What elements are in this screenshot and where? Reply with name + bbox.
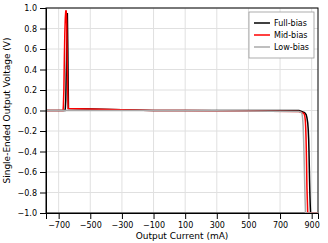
tick: 100	[178, 213, 193, 230]
tick-mark	[59, 213, 60, 219]
tick-label: −500	[80, 221, 102, 230]
tick-label: −1.0	[18, 209, 37, 218]
grid	[46, 8, 318, 213]
x-axis-title: Output Current (mA)	[136, 231, 229, 241]
tick: 300	[210, 213, 225, 230]
grid-line	[46, 192, 318, 193]
legend-item: Mid-bias	[254, 31, 307, 40]
tick-mark	[312, 213, 313, 219]
grid-line	[46, 69, 318, 70]
series-line	[46, 111, 318, 214]
tick: 700	[273, 213, 288, 230]
legend-label: Low-bias	[274, 43, 309, 52]
plot-frame	[46, 8, 318, 213]
y-axis: −1.0 −0.8 −0.6 −0.4 −0.2 0.0 0.2 0.4 0.6 0.8 1.0	[18, 4, 47, 218]
tick: −700	[48, 213, 70, 230]
tick-mark	[280, 213, 281, 219]
tick-label: 0.8	[24, 25, 37, 34]
legend-swatch	[254, 22, 270, 24]
tick-mark	[40, 131, 46, 132]
tick-mark	[122, 213, 123, 219]
tick-mark	[90, 213, 91, 219]
tick: −0.4	[18, 148, 46, 157]
tick-label: −700	[48, 221, 70, 230]
tick-label: −0.4	[18, 148, 37, 157]
y-axis-title: Single-Ended Output Voltage (V)	[2, 37, 12, 183]
tick-mark	[248, 213, 249, 219]
tick-label: 100	[178, 221, 193, 230]
tick: −300	[111, 213, 133, 230]
chart: −700−500−300−100100300500700900−1.0−0.8−…	[0, 0, 328, 243]
tick-mark	[154, 213, 155, 219]
tick: 0.0	[24, 107, 46, 116]
tick-mark	[40, 8, 46, 9]
x-axis: −700 −500 −300 −100 100 300 500 700 900	[47, 213, 320, 230]
tick-label: −100	[143, 221, 165, 230]
legend: Full-bias Mid-bias Low-bias	[249, 12, 314, 58]
grid-line	[46, 90, 318, 91]
tick-mark	[40, 70, 46, 71]
tick-label: −0.8	[18, 189, 37, 198]
tick: 0.2	[24, 86, 46, 95]
tick-label: 0.4	[24, 66, 37, 75]
grid-line	[46, 172, 318, 173]
tick-label: 300	[210, 221, 225, 230]
tick-mark	[40, 90, 46, 91]
legend-label: Full-bias	[274, 19, 307, 28]
series-line	[46, 13, 318, 213]
tick-mark	[40, 29, 46, 30]
tick-label: 900	[305, 221, 320, 230]
axis-line	[40, 9, 47, 214]
lines	[46, 11, 318, 213]
axis-line	[47, 214, 319, 220]
tick-label: 500	[241, 221, 256, 230]
tick: 0.4	[24, 66, 46, 75]
legend-item: Low-bias	[254, 43, 309, 52]
tick-mark	[185, 213, 186, 219]
tick-label: 0.6	[24, 45, 37, 54]
tick-mark	[40, 49, 46, 50]
tick-label: −0.6	[18, 168, 37, 177]
legend-label: Mid-bias	[274, 31, 307, 40]
plot: −700−500−300−100100300500700900−1.0−0.8−…	[18, 4, 320, 230]
tick-mark	[40, 172, 46, 173]
tick-label: −300	[111, 221, 133, 230]
tick: −0.2	[18, 127, 46, 136]
tick: −100	[143, 213, 165, 230]
tick-mark	[40, 152, 46, 153]
tick: −0.8	[18, 189, 46, 198]
grid-line	[46, 131, 318, 132]
tick: −500	[80, 213, 102, 230]
tick: 0.8	[24, 25, 46, 34]
tick: 0.6	[24, 45, 46, 54]
tick-mark	[40, 213, 46, 214]
tick: 500	[241, 213, 256, 230]
tick-label: 1.0	[24, 4, 37, 13]
tick: 900	[305, 213, 320, 230]
tick: −0.6	[18, 168, 46, 177]
legend-swatch	[254, 34, 270, 36]
series-line	[46, 11, 318, 213]
tick: −1.0	[18, 209, 46, 218]
tick-label: 700	[273, 221, 288, 230]
tick-mark	[40, 193, 46, 194]
grid-line	[46, 151, 318, 152]
tick: 1.0	[24, 4, 46, 13]
tick-label: 0.2	[24, 86, 37, 95]
legend-box	[249, 12, 314, 58]
legend-swatch	[254, 46, 270, 48]
tick-mark	[217, 213, 218, 219]
tick-mark	[40, 111, 46, 112]
tick-label: −0.2	[18, 127, 37, 136]
tick-label: 0.0	[24, 107, 37, 116]
legend-item: Full-bias	[254, 19, 307, 28]
